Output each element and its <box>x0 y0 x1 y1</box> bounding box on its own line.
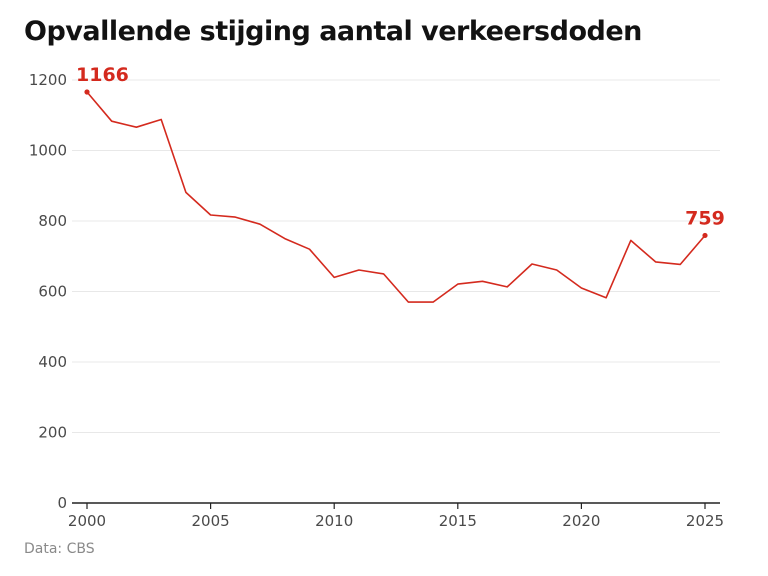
series-line <box>86 91 706 303</box>
x-tick-label: 2025 <box>686 512 724 530</box>
x-tick-label: 2015 <box>439 512 477 530</box>
x-tick-label: 2005 <box>192 512 230 530</box>
y-axis-ticks: 0 200 400 600 800 1000 1200 <box>29 71 67 512</box>
x-tick-label: 2000 <box>68 512 106 530</box>
y-tick-label: 200 <box>38 424 67 442</box>
data-point-marker <box>84 89 90 95</box>
data-label: 759 <box>685 207 725 229</box>
x-tick-label: 2010 <box>315 512 353 530</box>
y-tick-label: 400 <box>38 353 67 371</box>
gridlines <box>72 79 720 433</box>
source-note: Data: CBS <box>24 541 95 557</box>
series-layer <box>86 91 706 303</box>
y-tick-label: 1000 <box>29 142 67 160</box>
data-label: 1166 <box>76 64 129 86</box>
y-tick-label: 600 <box>38 283 67 301</box>
y-tick-label: 0 <box>57 494 67 512</box>
y-tick-label: 1200 <box>29 71 67 89</box>
data-labels: 1166 759 <box>76 64 725 239</box>
chart-title: Opvallende stijging aantal verkeersdoden <box>24 16 642 47</box>
y-tick-label: 800 <box>38 212 67 230</box>
data-point-marker <box>702 232 708 239</box>
x-tick-label: 2020 <box>562 512 600 530</box>
x-axis: 2000 2005 2010 2015 2020 2025 <box>68 502 724 530</box>
